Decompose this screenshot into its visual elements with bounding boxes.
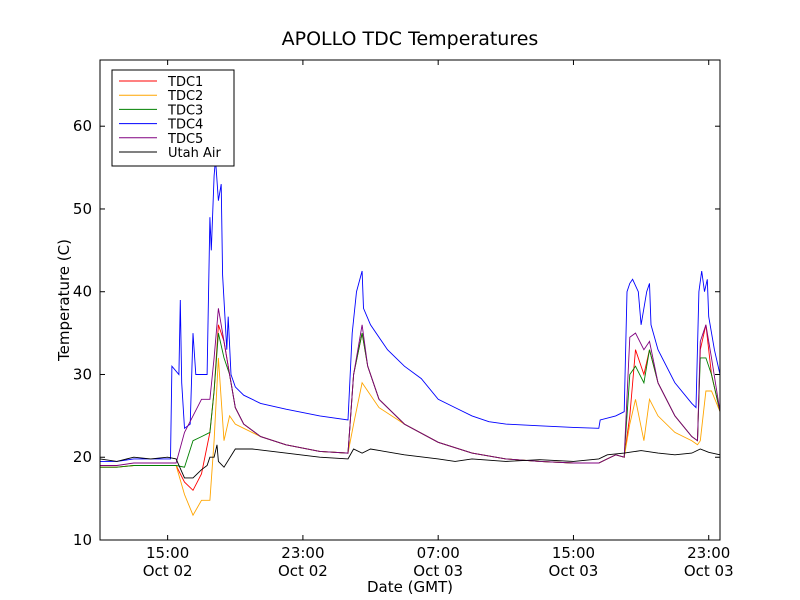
x-tick-label-time: 23:00: [687, 544, 730, 562]
x-tick-label-time: 07:00: [417, 544, 460, 562]
x-tick-label-date: Oct 02: [278, 562, 328, 580]
y-tick-label: 40: [73, 283, 92, 301]
legend-label: TDC3: [167, 103, 203, 118]
series-line-tdc4: [100, 159, 721, 462]
y-tick-label: 60: [73, 117, 92, 135]
x-tick-label-time: 23:00: [281, 544, 324, 562]
legend-label: TDC5: [167, 132, 203, 147]
y-tick-label: 30: [73, 365, 92, 383]
series-line-utah-air: [99, 444, 721, 479]
x-tick-label-date: Oct 03: [413, 562, 463, 580]
series-line-tdc2: [100, 357, 721, 517]
legend-label: Utah Air: [168, 146, 221, 161]
legend-label: TDC2: [167, 89, 203, 104]
y-tick-label: 50: [73, 200, 92, 218]
x-tick-label-date: Oct 02: [143, 562, 193, 580]
plot-area: [99, 159, 721, 517]
y-tick-label: 20: [73, 448, 92, 466]
legend-box: [111, 69, 235, 167]
y-tick-label: 10: [73, 531, 92, 549]
legend-label: TDC1: [167, 75, 203, 90]
x-axis-label: Date (GMT): [367, 578, 453, 596]
x-tick-label-date: Oct 03: [549, 562, 599, 580]
y-axis-label: Temperature (C): [55, 239, 73, 362]
legend-label: TDC4: [167, 118, 203, 133]
plot-frame: [99, 59, 721, 541]
x-tick-label-time: 15:00: [552, 544, 595, 562]
chart-title: APOLLO TDC Temperatures: [282, 28, 539, 50]
series-line-tdc5: [100, 308, 721, 466]
x-tick-label-time: 15:00: [146, 544, 189, 562]
x-tick-label-date: Oct 03: [684, 562, 734, 580]
y-axis: 10 20 30 40 50 60: [73, 117, 720, 549]
